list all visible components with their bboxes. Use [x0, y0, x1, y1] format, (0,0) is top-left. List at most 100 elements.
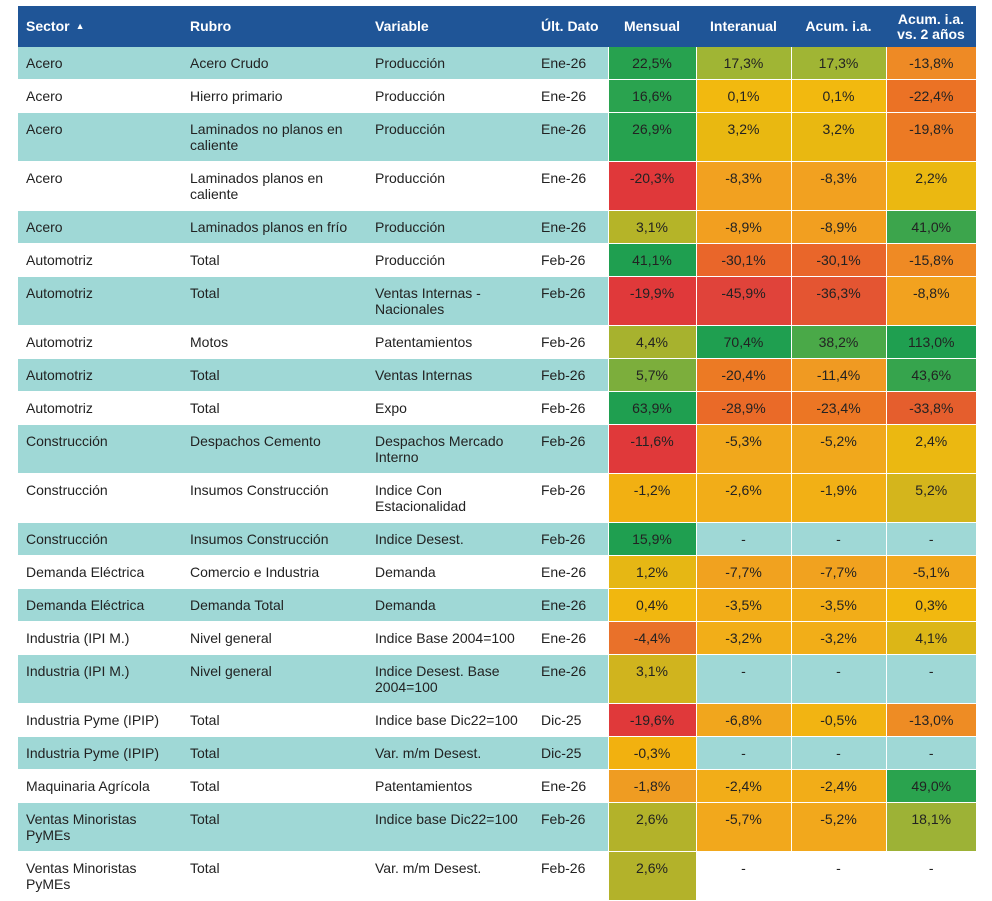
cell-text: Acero [26, 219, 63, 235]
cell-text: 113,0% [908, 334, 955, 350]
cell-text: Feb-26 [541, 252, 586, 268]
value-cell: 18,1% [885, 802, 976, 852]
cell-text: Indice Base 2004=100 [375, 630, 515, 646]
cell-text: Total [190, 778, 220, 794]
cell-text: - [741, 663, 746, 679]
value-cell: 113,0% [885, 325, 976, 359]
cell-text: -1,9% [820, 482, 857, 498]
value-cell: -23,4% [790, 391, 886, 425]
value-cell: - [695, 736, 791, 770]
cell-text: -8,3% [725, 170, 762, 186]
cell-text: -8,3% [820, 170, 857, 186]
text-cell: Feb-26 [533, 424, 608, 474]
text-cell: Ene-26 [533, 210, 608, 244]
table-row: Acero Laminados planos en caliente Producc… [18, 161, 976, 211]
text-cell: Insumos Construcción [182, 522, 367, 556]
value-cell: 5,2% [885, 473, 976, 523]
text-cell: Industria (IPI M.) [18, 621, 182, 655]
cell-text: 70,4% [723, 334, 764, 350]
text-cell: Total [182, 736, 367, 770]
value-cell: -5,3% [695, 424, 791, 474]
text-cell: Hierro primario [182, 79, 367, 113]
value-cell: 38,2% [790, 325, 886, 359]
table-row: Acero Acero Crudo Producción Ene-26 22,5% 17,… [18, 47, 976, 80]
cell-text: - [741, 860, 746, 876]
cell-text: 1,2% [636, 564, 668, 580]
text-cell: Ene-26 [533, 769, 608, 803]
text-cell: Automotriz [18, 358, 182, 392]
text-cell: Industria Pyme (IPIP) [18, 703, 182, 737]
cell-text: 41,0% [911, 219, 952, 235]
cell-text: Producción [375, 252, 446, 268]
cell-text: Industria Pyme (IPIP) [26, 745, 160, 761]
cell-text: Producción [375, 55, 446, 71]
table-row: Construcción Despachos Cemento Despachos M… [18, 424, 976, 474]
table-row: Maquinaria Agrícola Total Patentamientos En… [18, 769, 976, 803]
cell-text: Ene-26 [541, 55, 587, 71]
header-text: Rubro [190, 18, 232, 34]
value-cell: 15,9% [607, 522, 696, 556]
cell-text: Hierro primario [190, 88, 283, 104]
value-cell: 2,2% [885, 161, 976, 211]
value-cell: -45,9% [695, 276, 791, 326]
cell-text: 17,3% [818, 55, 859, 71]
header-text: Variable [375, 18, 429, 34]
value-cell: 26,9% [607, 112, 696, 162]
column-header: Rubro [182, 6, 367, 47]
value-cell: -1,2% [607, 473, 696, 523]
text-cell: Laminados planos en frío [182, 210, 367, 244]
cell-text: 4,4% [636, 334, 668, 350]
cell-text: 0,4% [636, 597, 668, 613]
cell-text: -0,5% [820, 712, 857, 728]
cell-text: - [928, 663, 934, 679]
text-cell: Acero [18, 210, 182, 244]
cell-text: Expo [375, 400, 407, 416]
text-cell: Industria (IPI M.) [18, 654, 182, 704]
value-cell: 3,2% [695, 112, 791, 162]
cell-text: -3,2% [725, 630, 762, 646]
header-text: Mensual [623, 18, 680, 34]
header-text: Sector [26, 18, 70, 34]
cell-text: -36,3% [816, 285, 861, 301]
text-cell: Producción [367, 79, 533, 113]
cell-text: 38,2% [818, 334, 859, 350]
table-row: Acero Laminados no planos en caliente Prod… [18, 112, 976, 162]
cell-text: Acero [26, 170, 63, 186]
text-cell: Total [182, 391, 367, 425]
text-cell: Dic-25 [533, 736, 608, 770]
value-cell: -5,1% [885, 555, 976, 589]
value-cell: -1,9% [790, 473, 886, 523]
value-cell: 49,0% [885, 769, 976, 803]
cell-text: -15,8% [909, 252, 954, 268]
cell-text: Indice base Dic22=100 [375, 712, 518, 728]
value-cell: -2,4% [790, 769, 886, 803]
cell-text: 0,3% [915, 597, 948, 613]
column-header: Acum. i.a. [791, 6, 886, 47]
cell-text: Total [190, 860, 220, 876]
cell-text: Ene-26 [541, 564, 587, 580]
value-cell: 3,2% [790, 112, 886, 162]
text-cell: Feb-26 [533, 522, 608, 556]
cell-text: - [836, 745, 841, 761]
header-text: Acum. i.a. [805, 18, 872, 34]
value-cell: 3,1% [607, 210, 696, 244]
value-cell: -8,9% [695, 210, 791, 244]
text-cell: Maquinaria Agrícola [18, 769, 182, 803]
text-cell: Indice Desest. [367, 522, 533, 556]
value-cell: - [695, 654, 791, 704]
table-row: Industria (IPI M.) Nivel general Indice De… [18, 654, 976, 704]
cell-text: - [741, 745, 746, 761]
cell-text: Total [190, 400, 220, 416]
text-cell: Ene-26 [533, 112, 608, 162]
cell-text: 17,3% [723, 55, 764, 71]
value-cell: -8,3% [695, 161, 791, 211]
cell-text: -30,1% [816, 252, 861, 268]
table-row: Automotriz Motos Patentamientos Feb-26 4,4% 7… [18, 325, 976, 359]
cell-text: Acero [26, 55, 63, 71]
cell-text: 43,6% [911, 367, 952, 383]
cell-text: -20,4% [721, 367, 766, 383]
table-row: Automotriz Total Ventas Internas - Naciona… [18, 276, 976, 326]
text-cell: Ene-26 [533, 555, 608, 589]
value-cell: 1,2% [607, 555, 696, 589]
cell-text: -23,4% [816, 400, 861, 416]
